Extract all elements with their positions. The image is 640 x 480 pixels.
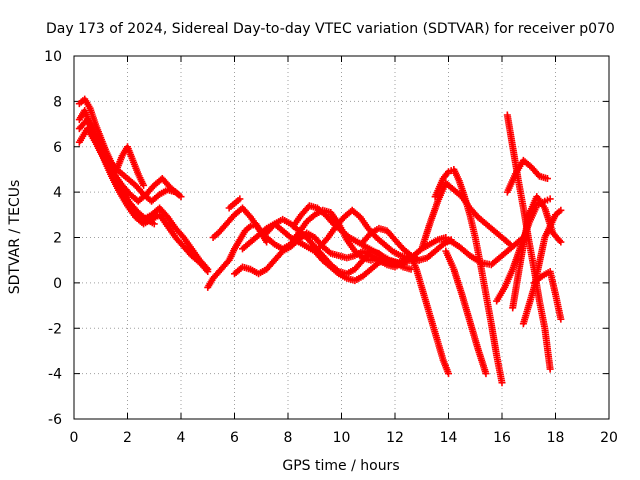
series-sat-i (225, 195, 244, 212)
y-tick-label: 10 (44, 49, 62, 65)
series-sat-e (86, 120, 158, 228)
data-markers (75, 95, 565, 387)
x-tick-label: 0 (70, 430, 79, 446)
data-point (543, 175, 551, 183)
y-tick-label: 6 (53, 140, 62, 156)
y-tick-label: 2 (53, 231, 62, 247)
data-point (236, 195, 244, 203)
y-tick-label: -4 (48, 367, 62, 383)
series-sat-x (509, 193, 565, 312)
y-tick-label: 8 (53, 94, 62, 110)
series-sat-r (431, 165, 506, 387)
x-tick-label: 8 (284, 430, 293, 446)
series-sat-q (418, 179, 514, 253)
plot-frame (73, 55, 610, 420)
data-point (546, 365, 554, 373)
series-sat-l (263, 215, 415, 278)
data-point (498, 379, 506, 387)
x-tick-label: 10 (333, 430, 351, 446)
x-tick-label: 6 (230, 430, 239, 446)
series-sat-t (445, 234, 527, 269)
data-point (140, 181, 148, 189)
chart-title: Day 173 of 2024, Sidereal Day-to-day VTE… (46, 21, 615, 37)
data-point (546, 195, 554, 203)
x-tick-label: 2 (123, 430, 132, 446)
series-sat-f (113, 143, 148, 189)
data-point (150, 220, 158, 228)
x-tick-label: 14 (440, 430, 458, 446)
data-point (557, 238, 565, 246)
x-tick-label: 16 (493, 430, 511, 446)
data-marker (202, 266, 210, 274)
x-tick-label: 20 (600, 430, 618, 446)
series-sat-p (407, 252, 452, 378)
series-sat-y (519, 206, 565, 328)
series-sat-v (503, 156, 551, 196)
y-tick-label: 4 (53, 185, 62, 201)
y-axis-label: SDTVAR / TECUs (7, 180, 23, 295)
x-axis-label: GPS time / hours (282, 458, 399, 474)
data-point (482, 370, 490, 378)
data-marker (556, 237, 564, 245)
y-tick-label: -6 (48, 412, 62, 428)
x-tick-label: 18 (547, 430, 565, 446)
y-tick-label: -2 (48, 321, 62, 337)
data-point (174, 190, 182, 198)
x-tick-label: 12 (386, 430, 404, 446)
data-point (445, 370, 452, 378)
y-tick-label: 0 (53, 276, 62, 292)
data-point (204, 268, 212, 276)
data-point (557, 315, 565, 323)
data-point (557, 206, 565, 214)
series-sat-s (442, 247, 490, 378)
series-sat-z (530, 268, 565, 323)
axis-ticks: 0 2 4 6 8 10 12 14 16 18 20 -6 -4 -2 0 2 4 6 8 10 (44, 49, 618, 446)
x-tick-label: 4 (177, 430, 186, 446)
grid (74, 56, 609, 419)
